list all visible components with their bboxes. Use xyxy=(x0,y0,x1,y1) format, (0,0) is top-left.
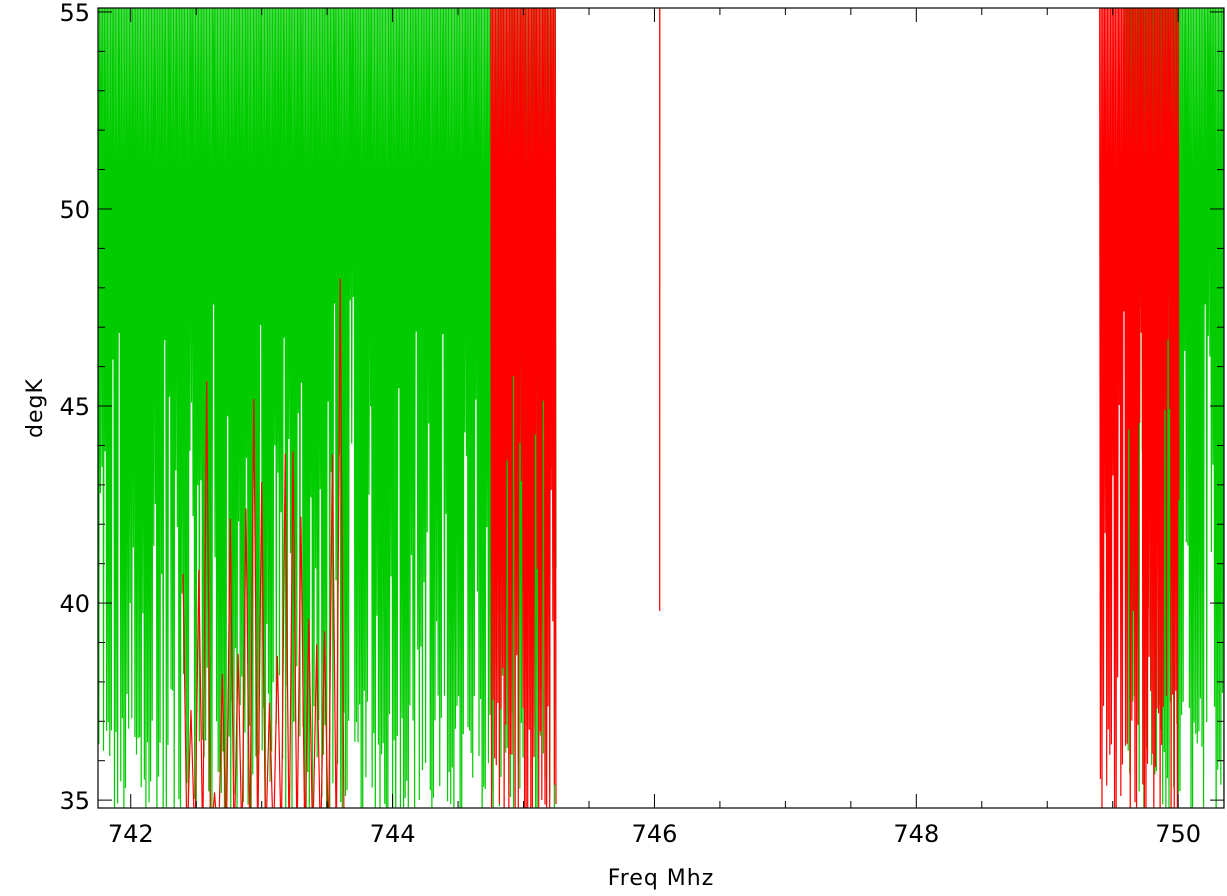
series-1-segment-1 xyxy=(490,8,557,808)
x-tick-label: 748 xyxy=(893,820,939,848)
x-axis-label: Freq Mhz xyxy=(608,866,715,891)
series-1 xyxy=(182,8,1180,808)
series-0 xyxy=(98,8,1224,808)
y-axis-label: degK xyxy=(23,378,48,438)
series-0-segment-0 xyxy=(98,8,493,808)
x-tick-label: 742 xyxy=(108,820,154,848)
y-tick-label: 55 xyxy=(59,0,90,27)
y-tick-label: 40 xyxy=(59,590,90,618)
x-axis-ticks: 742 744 746 748 750 xyxy=(108,8,1201,848)
y-tick-label: 50 xyxy=(59,196,90,224)
series-layer xyxy=(98,8,1224,808)
series-1-segment-3 xyxy=(1099,8,1180,808)
y-tick-label: 35 xyxy=(59,787,90,815)
series-1-segment-0 xyxy=(182,278,345,808)
x-tick-label: 750 xyxy=(1155,820,1201,848)
y-tick-label: 45 xyxy=(59,393,90,421)
x-tick-label: 746 xyxy=(632,820,678,848)
y-axis-ticks: 35 40 45 50 55 xyxy=(59,0,1224,815)
plot-frame xyxy=(97,7,1225,809)
x-tick-label: 744 xyxy=(370,820,416,848)
